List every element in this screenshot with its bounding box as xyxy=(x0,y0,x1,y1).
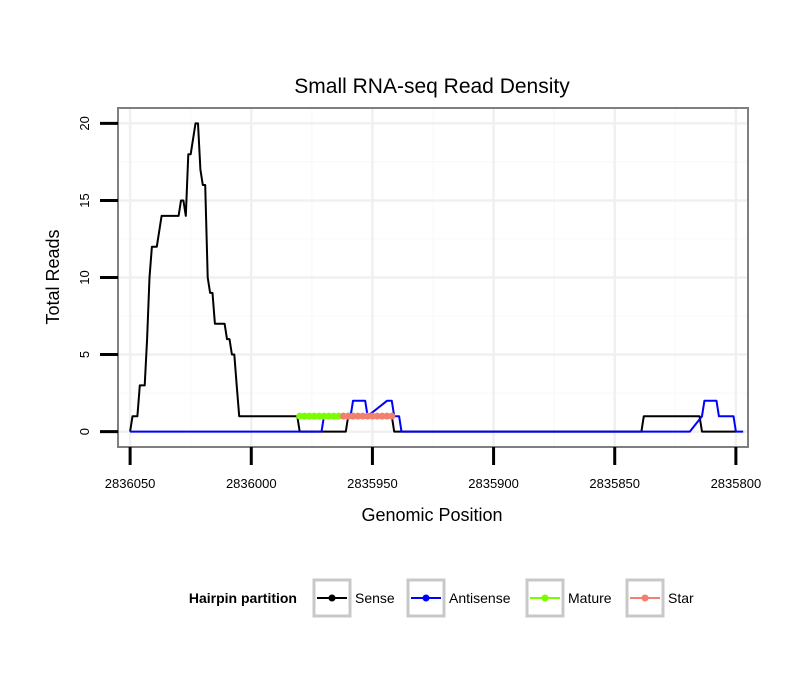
series-star-point xyxy=(339,412,347,420)
series-star-point xyxy=(349,412,357,420)
series-star-point xyxy=(359,412,367,420)
x-tick-label: 2835850 xyxy=(589,476,640,491)
legend-key-sense xyxy=(312,578,352,618)
legend-label-mature: Mature xyxy=(568,590,612,606)
y-tick-label: 20 xyxy=(77,116,92,130)
legend-label-star: Star xyxy=(668,590,694,606)
x-axis: 2836050 2836000 2835950 2835900 2835850 28358… xyxy=(105,447,761,491)
legend: Hairpin partition Sense Antisense Mature St… xyxy=(189,578,694,618)
series-star-point xyxy=(378,412,386,420)
series-star-point xyxy=(373,412,381,420)
legend-key-antisense xyxy=(406,578,446,618)
series-star-point xyxy=(354,412,362,420)
y-axis-label: Total Reads xyxy=(43,229,63,324)
series-antisense-line xyxy=(130,399,744,433)
y-tick-label: 10 xyxy=(77,270,92,284)
series-mature-point xyxy=(296,412,304,420)
series-star-point xyxy=(388,412,396,420)
series-star-point xyxy=(383,412,391,420)
x-axis-label: Genomic Position xyxy=(361,505,502,525)
series-mature-point xyxy=(320,412,328,420)
x-tick-label: 2835900 xyxy=(468,476,519,491)
y-tick-label: 0 xyxy=(77,428,92,435)
series-mature-point xyxy=(330,412,338,420)
series-star-point xyxy=(368,412,376,420)
series-mature-point xyxy=(315,412,323,420)
x-tick-label: 2836050 xyxy=(105,476,156,491)
series-star-point xyxy=(344,412,352,420)
series-mature-point xyxy=(301,412,309,420)
y-axis: 0 5 10 15 20 xyxy=(77,116,118,435)
legend-title: Hairpin partition xyxy=(189,590,297,606)
series-mature-point xyxy=(335,412,342,420)
y-tick-label: 15 xyxy=(77,193,92,207)
series-star-point xyxy=(364,412,372,420)
plot-panel xyxy=(117,107,749,448)
series-mature-point xyxy=(310,412,318,420)
legend-key-star xyxy=(625,578,665,618)
x-tick-label: 2835800 xyxy=(711,476,762,491)
series-mature-point xyxy=(325,412,333,420)
legend-label-antisense: Antisense xyxy=(449,590,511,606)
x-tick-label: 2836000 xyxy=(226,476,277,491)
chart-title: Small RNA-seq Read Density xyxy=(294,75,570,98)
legend-label-sense: Sense xyxy=(355,590,395,606)
legend-key-mature xyxy=(525,578,565,618)
series-mature-point xyxy=(305,412,313,420)
x-tick-label: 2835950 xyxy=(347,476,398,491)
y-tick-label: 5 xyxy=(77,351,92,358)
